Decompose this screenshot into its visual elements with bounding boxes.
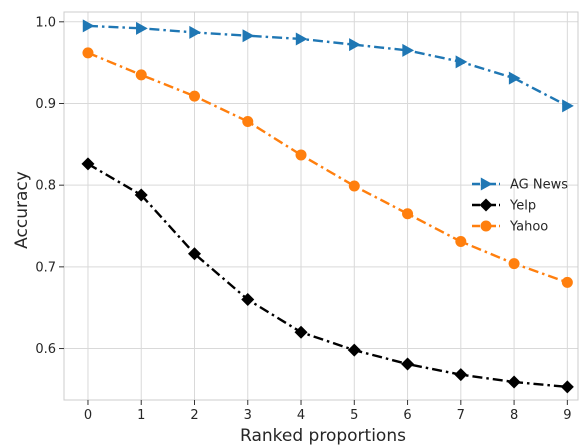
y-tick-label: 0.7: [35, 260, 56, 275]
legend-label: Yelp: [509, 199, 536, 214]
legend-item: Yelp: [472, 198, 536, 214]
x-tick-label: 5: [350, 408, 358, 423]
series-line: [87, 24, 568, 108]
data-point: [134, 188, 148, 202]
data-point: [402, 208, 414, 220]
data-point: [455, 55, 468, 69]
x-axis: 0 1 2 3 4 5 6 7 8 9: [84, 400, 571, 423]
legend-item: Yahoo: [472, 220, 548, 235]
y-axis-title: Accuracy: [12, 171, 32, 249]
data-point: [508, 258, 520, 270]
data-point: [294, 325, 308, 339]
legend: AG News Yelp Yahoo: [472, 177, 568, 235]
y-tick-label: 0.8: [35, 179, 56, 194]
data-point: [295, 32, 308, 46]
y-tick-label: 0.9: [35, 97, 56, 112]
legend-label: Yahoo: [509, 220, 548, 235]
data-point: [135, 69, 147, 81]
data-point: [507, 375, 521, 389]
legend-item: AG News: [472, 177, 568, 193]
series-yelp: [81, 157, 574, 394]
data-point: [189, 25, 201, 39]
legend-marker: [480, 220, 492, 232]
x-tick-label: 1: [137, 408, 145, 423]
legend-label: AG News: [510, 178, 568, 193]
x-tick-label: 4: [297, 408, 305, 423]
data-point: [562, 99, 574, 113]
series-layer: [81, 19, 574, 394]
x-tick-label: 2: [190, 408, 198, 423]
data-point: [295, 149, 307, 161]
data-point: [349, 38, 361, 52]
data-point: [508, 71, 521, 85]
data-point: [401, 357, 415, 371]
series-line: [87, 51, 568, 284]
x-tick-label: 3: [244, 408, 252, 423]
data-point: [560, 380, 574, 394]
legend-marker: [479, 198, 493, 212]
data-point: [82, 19, 95, 33]
data-point: [454, 368, 468, 382]
data-point: [455, 236, 467, 248]
y-tick-label: 0.6: [35, 342, 56, 357]
plot-area: [63, 11, 579, 401]
x-axis-title: Ranked proportions: [240, 426, 406, 446]
series-yahoo: [82, 47, 573, 288]
data-point: [347, 343, 361, 357]
legend-marker: [480, 177, 493, 191]
data-point: [242, 29, 255, 43]
data-point: [187, 247, 201, 261]
data-point: [81, 157, 95, 171]
x-tick-label: 8: [510, 408, 518, 423]
series-ag-news: [82, 19, 574, 113]
y-axis: 0.6 0.7 0.8 0.9 1.0: [35, 15, 64, 357]
data-point: [561, 276, 573, 288]
y-tick-label: 1.0: [35, 15, 56, 30]
data-point: [82, 47, 94, 59]
series-line: [87, 162, 568, 389]
x-tick-label: 9: [563, 408, 571, 423]
data-point: [241, 293, 255, 307]
x-tick-label: 0: [84, 408, 92, 423]
data-point: [402, 43, 415, 57]
data-point: [188, 90, 200, 102]
data-point: [348, 180, 360, 192]
x-tick-label: 7: [457, 408, 465, 423]
data-point: [242, 115, 254, 127]
data-point: [136, 21, 148, 35]
x-tick-label: 6: [403, 408, 411, 423]
